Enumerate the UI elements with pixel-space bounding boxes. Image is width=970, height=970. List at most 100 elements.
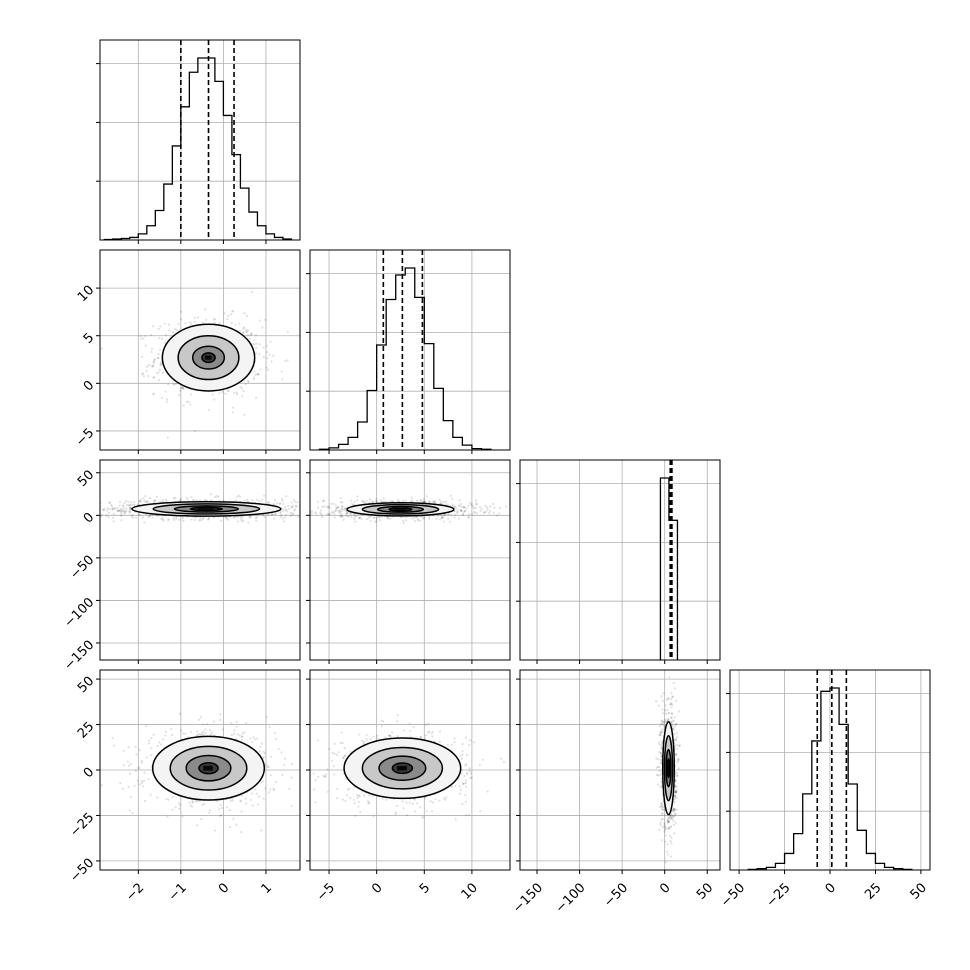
scatter-point <box>255 519 258 522</box>
scatter-point <box>141 373 144 376</box>
scatter-point <box>254 373 257 377</box>
scatter-point <box>413 798 416 801</box>
scatter-point <box>415 802 419 805</box>
scatter-point <box>116 510 119 513</box>
scatter-point <box>674 744 677 747</box>
scatter-point <box>117 509 120 513</box>
scatter-point <box>433 501 436 504</box>
scatter-point <box>381 797 384 800</box>
scatter-point <box>319 511 322 514</box>
scatter-point <box>310 512 313 515</box>
scatter-point <box>659 733 662 736</box>
scatter-point <box>290 501 293 504</box>
scatter-point <box>334 504 338 507</box>
scatter-point <box>174 328 177 331</box>
scatter-point <box>139 498 142 501</box>
scatter-point <box>338 511 341 514</box>
scatter-point <box>240 831 243 834</box>
scatter-point <box>174 496 177 499</box>
scatter-point <box>338 510 341 513</box>
scatter-point <box>158 337 161 340</box>
scatter-point <box>178 394 181 397</box>
scatter-point <box>408 722 411 725</box>
scatter-point <box>291 504 295 508</box>
scatter-point <box>424 500 427 503</box>
scatter-point <box>120 513 123 516</box>
scatter-point <box>357 805 360 808</box>
scatter-point <box>321 515 324 519</box>
scatter-point <box>131 516 135 519</box>
scatter-point <box>454 513 457 516</box>
scatter-point <box>154 499 157 502</box>
scatter-point <box>272 502 275 506</box>
scatter-point <box>163 322 166 325</box>
scatter-point <box>295 505 298 508</box>
scatter-point <box>138 513 141 517</box>
scatter-point <box>242 390 245 393</box>
scatter-point <box>102 509 105 512</box>
scatter-point <box>248 515 251 518</box>
scatter-point <box>165 797 168 801</box>
scatter-point <box>213 398 216 401</box>
scatter-point <box>226 317 229 321</box>
scatter-point <box>416 519 420 522</box>
scatter-point <box>209 733 213 736</box>
scatter-point <box>661 812 664 815</box>
scatter-point <box>340 512 343 516</box>
scatter-point <box>241 395 244 398</box>
scatter-point <box>344 507 347 510</box>
scatter-point <box>314 801 317 804</box>
scatter-point <box>345 511 348 515</box>
scatter-point <box>262 797 265 800</box>
scatter-point <box>232 391 236 394</box>
scatter-point <box>362 794 366 797</box>
scatter-point <box>358 516 361 520</box>
scatter-point <box>266 501 269 505</box>
scatter-point <box>244 383 247 386</box>
scatter-point <box>147 516 150 519</box>
scatter-point <box>189 321 192 324</box>
scatter-point <box>262 750 265 753</box>
scatter-point <box>394 811 398 814</box>
scatter-point <box>675 736 678 739</box>
scatter-point <box>372 815 375 818</box>
scatter-point <box>159 500 162 503</box>
scatter-point <box>492 502 495 506</box>
panel-frame <box>99 669 301 871</box>
scatter-point <box>296 501 299 504</box>
scatter-point <box>149 497 152 500</box>
scatter-point <box>243 413 246 416</box>
scatter-point <box>353 802 356 805</box>
scatter-point <box>124 499 128 503</box>
scatter-point <box>439 502 443 505</box>
scatter-point <box>258 319 261 322</box>
scatter-point <box>465 507 468 510</box>
scatter-point <box>469 772 472 775</box>
scatter-point <box>478 763 481 767</box>
scatter-point <box>378 519 382 522</box>
scatter-point <box>266 368 269 372</box>
scatter-point <box>149 333 153 337</box>
scatter-point <box>240 519 243 522</box>
scatter-point <box>235 720 238 723</box>
scatter-point <box>204 308 207 311</box>
scatter-point <box>372 516 375 520</box>
scatter-point <box>219 713 222 716</box>
scatter-point <box>456 511 459 515</box>
scatter-point <box>366 518 369 521</box>
scatter-point <box>166 436 169 439</box>
scatter-point <box>667 853 670 856</box>
scatter-point <box>460 509 463 512</box>
scatter-point <box>515 507 517 509</box>
scatter-point <box>283 763 286 766</box>
scatter-point <box>666 820 669 823</box>
scatter-point <box>262 355 265 359</box>
scatter-point <box>286 504 290 508</box>
scatter-point <box>499 757 502 760</box>
scatter-point <box>134 769 137 773</box>
scatter-point <box>675 747 678 750</box>
scatter-point <box>339 515 342 518</box>
scatter-point <box>368 516 371 519</box>
scatter-point <box>233 732 236 735</box>
scatter-point <box>167 517 170 521</box>
